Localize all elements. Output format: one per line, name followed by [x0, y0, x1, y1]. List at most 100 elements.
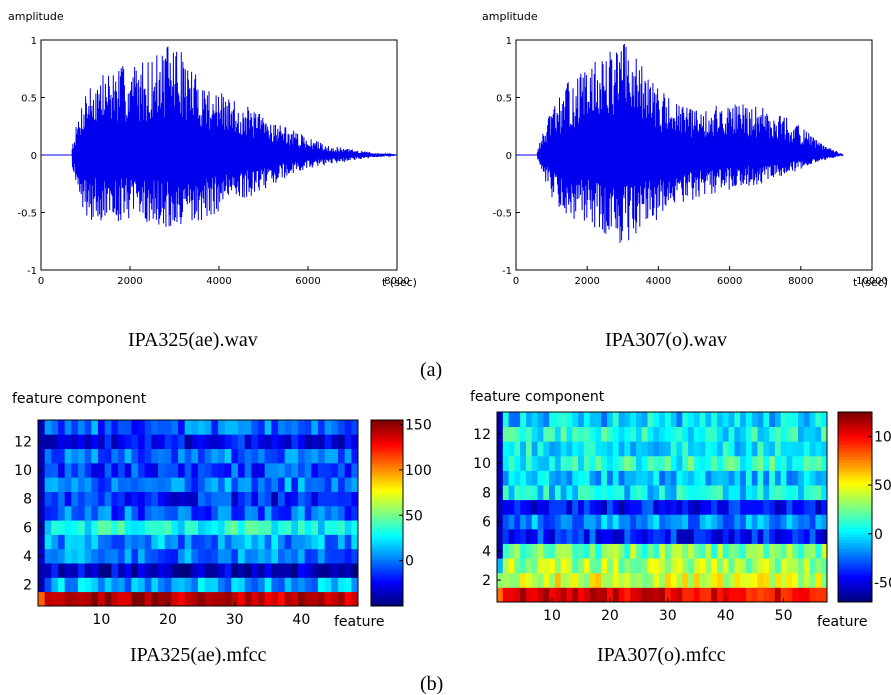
heatmap-cell [265, 506, 272, 521]
heatmap-cell [734, 427, 740, 442]
heatmap-cell [549, 514, 555, 529]
colorbar-segment [838, 486, 872, 489]
heatmap-cell [572, 514, 578, 529]
colorbar-segment [371, 583, 403, 586]
heatmap-cell [158, 506, 165, 521]
heatmap-cell [91, 563, 98, 578]
heatmap-cell [325, 577, 332, 592]
heatmap-cell [318, 592, 325, 607]
heatmap-cell [740, 573, 746, 588]
heatmap-cell [815, 573, 821, 588]
heatmap-cell [752, 587, 758, 602]
heatmap-cell [298, 563, 305, 578]
heatmap-cell [624, 470, 630, 485]
heatmap-cell [58, 420, 65, 435]
heatmap-cell [45, 506, 52, 521]
heatmap-cell [532, 441, 538, 456]
heatmap-cell [717, 587, 723, 602]
heatmap-cell [798, 412, 804, 427]
xlabel-o-mfcc: feature [817, 614, 868, 630]
heatmap-cell [158, 534, 165, 549]
colorbar-segment [838, 549, 872, 552]
heatmap-cell [561, 529, 567, 544]
heatmap-cell [769, 427, 775, 442]
colorbar-segment [371, 493, 403, 496]
heatmap-cell [497, 470, 503, 485]
heatmap-cell [278, 434, 285, 449]
heatmap-cell [700, 529, 706, 544]
heatmap-cell [821, 500, 827, 515]
heatmap-cell [734, 500, 740, 515]
heatmap-cell [538, 500, 544, 515]
heatmap-cell [624, 441, 630, 456]
heatmap-cell [138, 449, 145, 464]
heatmap-cell [694, 544, 700, 559]
heatmap-cell [578, 573, 584, 588]
heatmap-cell [786, 500, 792, 515]
heatmap-cell [711, 558, 717, 573]
heatmap-cell [746, 427, 752, 442]
heatmap-cell [151, 520, 158, 535]
heatmap-cell [717, 573, 723, 588]
heatmap-cell [624, 573, 630, 588]
heatmap-cell [734, 558, 740, 573]
heatmap-cell [331, 592, 338, 607]
heatmap-cell [538, 514, 544, 529]
heatmap-cell [165, 434, 172, 449]
heatmap-cell [572, 470, 578, 485]
heatmap-cell [619, 470, 625, 485]
colorbar-segment [838, 424, 872, 427]
title-o-mfcc: IPA307(o).mfcc [597, 644, 726, 666]
y-tick-label: 1 [31, 36, 37, 47]
heatmap-cell [543, 485, 549, 500]
heatmap-cell [125, 549, 132, 564]
heatmap-cell [786, 558, 792, 573]
heatmap-cell [58, 477, 65, 492]
heatmap-cell [520, 529, 526, 544]
heatmap-cell [717, 470, 723, 485]
heatmap-cell [526, 456, 532, 471]
heatmap-cell [786, 456, 792, 471]
heatmap-cell [291, 449, 298, 464]
heatmap-cell [665, 529, 671, 544]
heatmap-cell [345, 520, 352, 535]
heatmap-cell [245, 492, 252, 507]
heatmap-cell [111, 577, 118, 592]
heatmap-cell [78, 549, 85, 564]
y-tick-label: 10 [14, 463, 32, 479]
heatmap-cell [555, 470, 561, 485]
heatmap-cell [590, 485, 596, 500]
heatmap-cell [125, 520, 132, 535]
heatmap-cell [251, 520, 258, 535]
heatmap-cell [786, 470, 792, 485]
heatmap-cell [351, 549, 358, 564]
heatmap-cell [191, 463, 198, 478]
heatmap-cell [607, 514, 613, 529]
heatmap-cell [590, 558, 596, 573]
heatmap-cell [231, 506, 238, 521]
heatmap-cell [705, 470, 711, 485]
heatmap-cell [151, 449, 158, 464]
heatmap-cell [514, 529, 520, 544]
heatmap-cell [619, 427, 625, 442]
heatmap-cell [305, 563, 312, 578]
colorbar-segment [838, 421, 872, 424]
heatmap-cell [318, 420, 325, 435]
heatmap-cell [285, 477, 292, 492]
heatmap-cell [131, 420, 138, 435]
heatmap-cell [532, 485, 538, 500]
heatmap-cell [138, 577, 145, 592]
colorbar-tick-label: -50 [874, 576, 891, 592]
colorbar-segment [371, 551, 403, 554]
heatmap-cell [98, 434, 105, 449]
heatmap-cell [694, 500, 700, 515]
colorbar-segment [838, 531, 872, 534]
heatmap-cell [178, 434, 185, 449]
heatmap-cell [509, 544, 515, 559]
colorbar-segment [838, 507, 872, 510]
heatmap-cell [211, 577, 218, 592]
heatmap-cell [746, 456, 752, 471]
heatmap-cell [676, 544, 682, 559]
heatmap-cell [740, 558, 746, 573]
heatmap-cell [331, 477, 338, 492]
